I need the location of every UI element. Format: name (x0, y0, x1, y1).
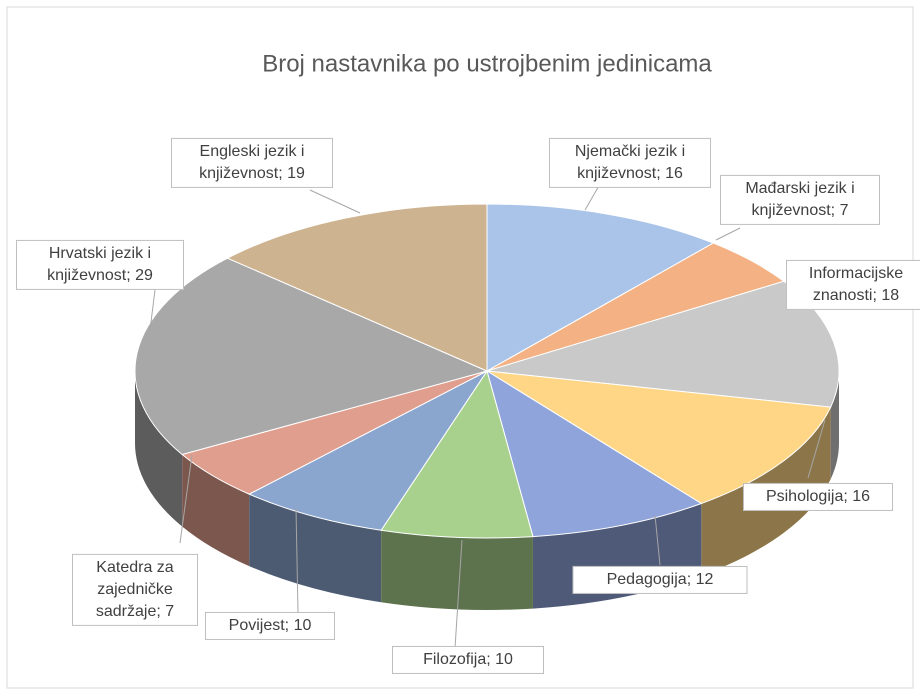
data-label: Mađarski jezik i književnost; 7 (720, 174, 880, 226)
label-separator: ; (284, 616, 294, 634)
category-name: Hrvatski jezik i književnost (47, 244, 152, 284)
leader-line (654, 514, 661, 566)
value-label: 29 (135, 267, 153, 284)
leader-line (179, 454, 193, 544)
value-label: 16 (852, 487, 871, 505)
value-label: 18 (881, 287, 900, 304)
data-label: Pedagogija; 12 (572, 565, 748, 595)
category-name: Njemački jezik i književnost (574, 142, 686, 182)
leader-line (309, 189, 361, 214)
value-label: 10 (495, 650, 513, 668)
data-label: Engleski jezik i književnost; 19 (171, 137, 333, 189)
value-label: 19 (287, 165, 305, 182)
leader-line (149, 289, 156, 331)
data-label: Informacijske znanosti; 18 (786, 259, 920, 311)
data-label: Hrvatski jezik i književnost; 29 (16, 239, 184, 291)
label-separator: ; (278, 165, 288, 182)
pie-slice-side (182, 454, 250, 567)
label-separator: ; (872, 287, 882, 304)
label-separator: ; (830, 202, 840, 219)
category-name: Filozofija (423, 650, 487, 668)
label-separator: ; (686, 570, 696, 588)
category-name: Pedagogija (606, 570, 687, 588)
label-separator: ; (486, 650, 496, 668)
leader-line (807, 419, 826, 479)
leader-line (295, 507, 299, 613)
chart-title: Broj nastavnika po ustrojbenim jedinicam… (262, 50, 712, 77)
pie-slice (248, 369, 489, 531)
pie-slice (486, 370, 832, 505)
data-label: Povijest; 10 (205, 611, 335, 641)
value-label: 7 (839, 202, 849, 219)
category-name: Mađarski jezik i književnost (745, 179, 855, 219)
category-name: Engleski jezik i književnost (199, 142, 305, 182)
pie-slice (134, 257, 489, 456)
value-label: 10 (293, 616, 312, 634)
pie-slice (380, 369, 534, 539)
leader-line (454, 539, 463, 649)
label-separator: ; (843, 487, 853, 505)
category-name: Katedra za zajedničke sadržaje (95, 558, 174, 621)
pie-slice-side (249, 494, 382, 603)
pie-slice (226, 203, 488, 372)
value-label: 7 (165, 603, 175, 621)
pie-slice (486, 203, 715, 372)
leader-line (715, 227, 741, 241)
data-label: Psihologija; 16 (743, 482, 893, 512)
value-label: 12 (695, 570, 714, 588)
label-separator: ; (126, 267, 136, 284)
leader-lines (149, 183, 826, 649)
pie-slice-side (135, 371, 183, 527)
label-separator: ; (656, 165, 666, 182)
data-label: Njemački jezik i književnost; 16 (549, 137, 711, 189)
data-label: Filozofija; 10 (392, 645, 544, 675)
pie-tops (134, 203, 840, 539)
pie-slice-side (381, 530, 533, 610)
category-name: Informacijske znanosti (808, 264, 904, 304)
pie-slice (486, 369, 703, 538)
label-separator: ; (156, 603, 166, 621)
leader-line (584, 183, 601, 211)
category-name: Povijest (228, 616, 285, 634)
value-label: 16 (665, 165, 683, 182)
category-name: Psihologija (765, 487, 844, 505)
data-label: Katedra za zajedničke sadržaje; 7 (72, 553, 198, 627)
pie-slice-side (830, 371, 839, 480)
